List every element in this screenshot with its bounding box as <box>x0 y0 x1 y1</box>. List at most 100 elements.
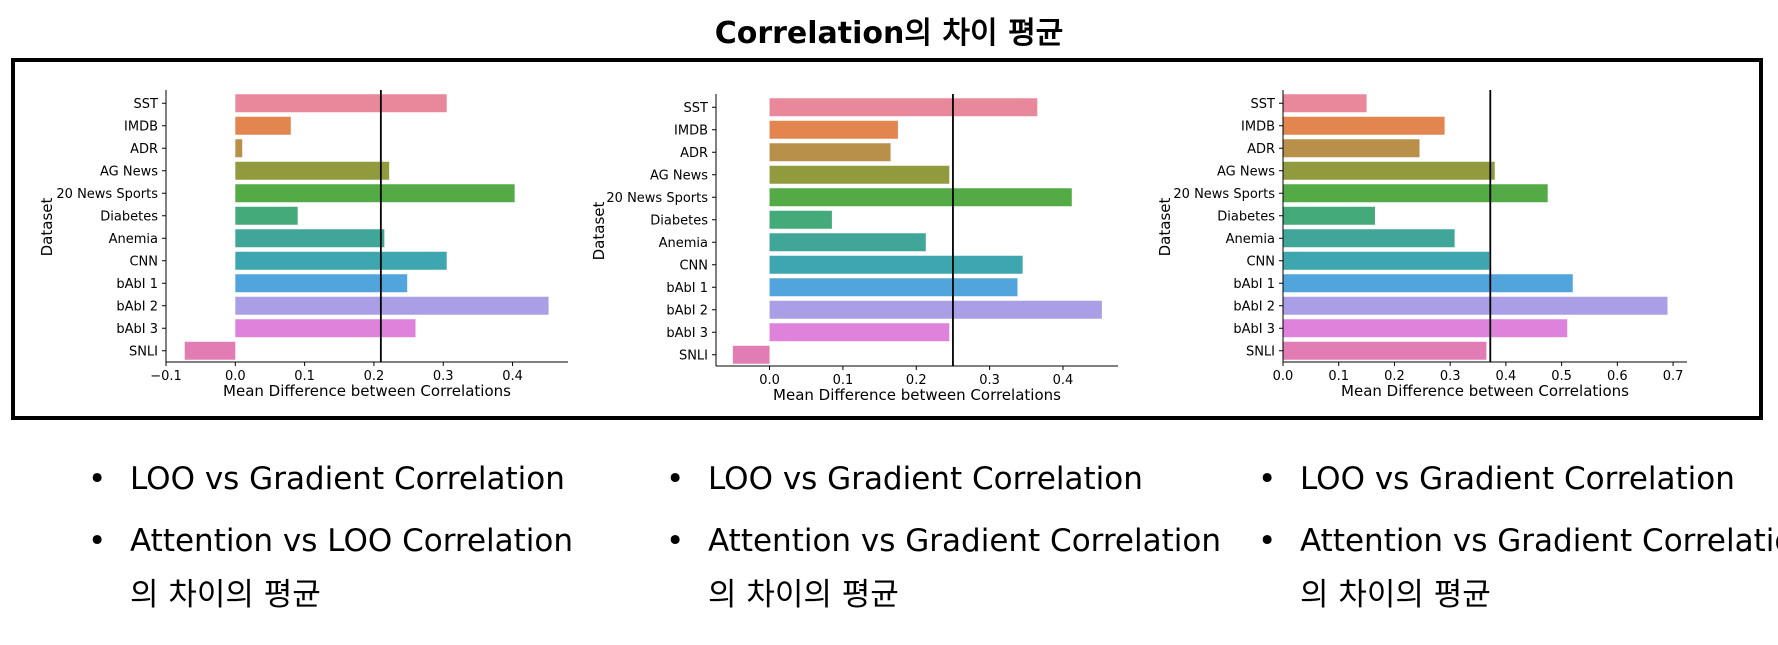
bar <box>732 345 770 364</box>
page-title: Correlation의 차이 평균 <box>714 16 1064 51</box>
bar <box>235 184 515 203</box>
y-tick-label: SST <box>684 101 709 116</box>
y-tick-label: CNN <box>129 254 158 269</box>
bar <box>769 188 1072 207</box>
y-tick-label: 20 News Sports <box>1173 187 1275 202</box>
bar <box>184 341 236 360</box>
x-axis-label: Mean Difference between Correlations <box>773 386 1061 404</box>
x-tick-label: 0.4 <box>1053 373 1074 388</box>
y-tick-label: bAbI 2 <box>666 303 708 318</box>
caption-group-1: • LOO vs Gradient Correlation • Attentio… <box>88 460 573 614</box>
y-axis-label: Dataset <box>1156 198 1174 257</box>
caption-group-3: • LOO vs Gradient Correlation • Attentio… <box>1258 460 1778 614</box>
caption-line: LOO vs Gradient Correlation <box>708 461 1143 497</box>
caption-item: • LOO vs Gradient Correlation <box>666 460 1221 498</box>
caption-item: • Attention vs Gradient Correlation <box>1258 522 1778 560</box>
y-tick-label: bAbI 1 <box>1233 277 1275 292</box>
bar <box>1283 116 1445 135</box>
y-axis-label: Dataset <box>590 202 608 261</box>
y-tick-label: AG News <box>650 168 708 183</box>
y-tick-label: SST <box>134 97 159 112</box>
caption-item: • Attention vs LOO Correlation <box>88 522 573 560</box>
y-tick-label: CNN <box>1246 254 1275 269</box>
bar <box>1283 296 1668 315</box>
y-tick-label: Anemia <box>1226 232 1275 247</box>
caption-line: 의 차이의 평균 <box>708 577 899 613</box>
x-axis-label: Mean Difference between Correlations <box>223 382 511 400</box>
y-tick-label: ADR <box>680 146 708 161</box>
y-tick-label: Diabetes <box>100 209 158 224</box>
bar <box>1283 161 1495 180</box>
caption-line: Attention vs LOO Correlation <box>130 523 574 559</box>
bar <box>769 210 832 229</box>
y-tick-label: bAbI 3 <box>1233 322 1275 337</box>
bullet-icon: • <box>1258 461 1277 497</box>
bar <box>235 161 390 180</box>
x-tick-label: 0.0 <box>1273 369 1294 384</box>
bar <box>1283 139 1420 158</box>
bar <box>235 251 447 270</box>
x-tick-label: 0.5 <box>1551 369 1572 384</box>
y-tick-label: bAbI 1 <box>666 281 708 296</box>
y-tick-label: ADR <box>130 142 158 157</box>
y-tick-label: Diabetes <box>650 213 708 228</box>
bar <box>769 120 898 139</box>
bar <box>235 229 385 248</box>
y-tick-label: Anemia <box>659 236 708 251</box>
y-tick-label: bAbI 1 <box>116 277 158 292</box>
caption-item: • LOO vs Gradient Correlation <box>1258 460 1778 498</box>
y-tick-label: IMDB <box>1241 119 1275 134</box>
y-tick-label: AG News <box>100 164 158 179</box>
bar <box>1283 94 1367 113</box>
y-tick-label: CNN <box>679 258 708 273</box>
bar <box>769 323 950 342</box>
x-tick-label: 0.2 <box>906 373 927 388</box>
bar <box>235 139 243 158</box>
x-tick-label: −0.1 <box>150 369 182 384</box>
y-tick-label: AG News <box>1217 164 1275 179</box>
bar <box>235 296 549 315</box>
bar <box>769 255 1023 274</box>
bar <box>769 165 950 184</box>
x-tick-label: 0.0 <box>759 373 780 388</box>
bar <box>1283 206 1375 225</box>
y-axis-label: Dataset <box>38 198 56 257</box>
x-tick-label: 0.7 <box>1663 369 1684 384</box>
y-tick-label: ADR <box>1247 142 1275 157</box>
caption-line: Attention vs Gradient Correlation <box>708 523 1221 559</box>
caption-line: Attention vs Gradient Correlation <box>1300 523 1778 559</box>
y-tick-label: bAbI 2 <box>1233 299 1275 314</box>
caption-item: • Attention vs Gradient Correlation <box>666 522 1221 560</box>
y-tick-label: SNLI <box>129 344 158 359</box>
y-tick-label: bAbI 3 <box>666 326 708 341</box>
bar <box>235 94 447 113</box>
caption-line: 의 차이의 평균 <box>130 577 321 613</box>
x-tick-label: 0.3 <box>433 369 454 384</box>
x-tick-label: 0.3 <box>979 373 1000 388</box>
bar <box>1283 251 1490 270</box>
bullet-icon: • <box>88 523 107 559</box>
y-tick-label: SST <box>1251 97 1276 112</box>
bar <box>769 98 1038 117</box>
x-tick-label: 0.2 <box>1384 369 1405 384</box>
y-tick-label: IMDB <box>124 119 158 134</box>
bar <box>235 319 416 338</box>
bar <box>769 300 1102 319</box>
x-tick-label: 0.3 <box>1440 369 1461 384</box>
y-tick-label: bAbI 2 <box>116 299 158 314</box>
y-tick-label: IMDB <box>674 123 708 138</box>
x-tick-label: 0.4 <box>502 369 523 384</box>
bar <box>235 116 291 135</box>
bullet-icon: • <box>88 461 107 497</box>
x-tick-label: 0.4 <box>1496 369 1517 384</box>
x-tick-label: 0.1 <box>833 373 854 388</box>
bar <box>235 274 408 293</box>
bar <box>1283 319 1568 338</box>
bullet-icon: • <box>666 523 685 559</box>
x-tick-label: 0.1 <box>294 369 315 384</box>
bar <box>1283 274 1573 293</box>
bar <box>1283 341 1487 360</box>
x-axis-label: Mean Difference between Correlations <box>1341 382 1629 400</box>
bar <box>1283 184 1548 203</box>
charts-frame <box>11 58 1763 420</box>
